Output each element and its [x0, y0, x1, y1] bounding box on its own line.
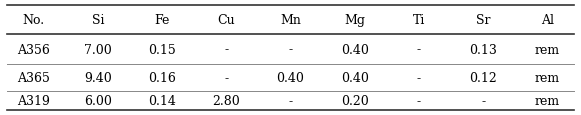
Text: 0.20: 0.20 — [341, 94, 368, 107]
Text: rem: rem — [535, 43, 560, 56]
Text: 0.40: 0.40 — [277, 71, 304, 84]
Text: A319: A319 — [17, 94, 50, 107]
Text: Fe: Fe — [155, 14, 170, 27]
Text: Si: Si — [92, 14, 104, 27]
Text: A356: A356 — [17, 43, 50, 56]
Text: -: - — [224, 43, 228, 56]
Text: 0.16: 0.16 — [148, 71, 176, 84]
Text: No.: No. — [23, 14, 45, 27]
Text: 6.00: 6.00 — [84, 94, 112, 107]
Text: 7.00: 7.00 — [84, 43, 112, 56]
Text: 0.15: 0.15 — [148, 43, 176, 56]
Text: -: - — [288, 43, 293, 56]
Text: Ti: Ti — [413, 14, 425, 27]
Text: 0.40: 0.40 — [341, 43, 369, 56]
Text: -: - — [417, 43, 421, 56]
Text: A365: A365 — [17, 71, 50, 84]
Text: 0.40: 0.40 — [341, 71, 369, 84]
Text: rem: rem — [535, 71, 560, 84]
Text: Mg: Mg — [345, 14, 365, 27]
Text: 2.80: 2.80 — [213, 94, 240, 107]
Text: -: - — [224, 71, 228, 84]
Text: rem: rem — [535, 94, 560, 107]
Text: -: - — [481, 94, 485, 107]
Text: Mn: Mn — [280, 14, 301, 27]
Text: Sr: Sr — [476, 14, 490, 27]
Text: 0.12: 0.12 — [469, 71, 497, 84]
Text: Cu: Cu — [217, 14, 235, 27]
Text: 0.14: 0.14 — [148, 94, 176, 107]
Text: 9.40: 9.40 — [84, 71, 112, 84]
Text: -: - — [417, 71, 421, 84]
Text: Al: Al — [541, 14, 554, 27]
Text: 0.13: 0.13 — [469, 43, 497, 56]
Text: -: - — [417, 94, 421, 107]
Text: -: - — [288, 94, 293, 107]
